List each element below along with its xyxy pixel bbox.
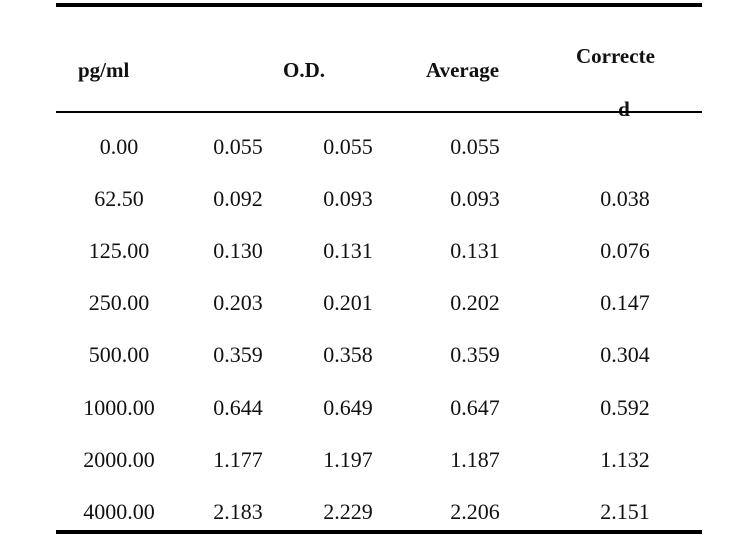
table-row: 4000.00 2.183 2.229 2.206 2.151 [0, 499, 750, 529]
cell-corrected: 0.304 [600, 342, 650, 367]
top-rule [56, 3, 702, 7]
cell-average: 1.187 [450, 447, 500, 472]
cell-concentration: 2000.00 [83, 447, 155, 472]
cell-average: 0.131 [450, 238, 500, 263]
table-row: 62.50 0.092 0.093 0.093 0.038 [0, 186, 750, 216]
cell-concentration: 62.50 [94, 186, 144, 211]
bottom-rule [56, 530, 702, 534]
cell-od-2: 0.131 [323, 238, 373, 263]
cell-concentration: 500.00 [88, 342, 150, 367]
cell-average: 0.359 [450, 342, 500, 367]
cell-corrected: 1.132 [600, 447, 650, 472]
cell-od-2: 0.093 [323, 186, 373, 211]
cell-concentration: 1000.00 [83, 395, 155, 420]
cell-corrected: 0.076 [600, 238, 650, 263]
header-concentration: pg/ml [78, 58, 130, 82]
table-row: 125.00 0.130 0.131 0.131 0.076 [0, 238, 750, 268]
header-corrected: Correcte d [576, 30, 676, 136]
cell-average: 0.647 [450, 395, 500, 420]
cell-corrected: 0.592 [600, 395, 650, 420]
cell-average: 0.055 [450, 134, 500, 159]
table-row: 0.00 0.055 0.055 0.055 [0, 134, 750, 164]
table-row: 500.00 0.359 0.358 0.359 0.304 [0, 342, 750, 372]
cell-average: 0.093 [450, 186, 500, 211]
cell-od-1: 0.359 [213, 342, 263, 367]
cell-average: 2.206 [450, 499, 500, 524]
cell-od-1: 0.092 [213, 186, 263, 211]
cell-od-1: 2.183 [213, 499, 263, 524]
header-corrected-line2: d [618, 97, 630, 121]
cell-od-1: 0.644 [213, 395, 263, 420]
table-row: 2000.00 1.177 1.197 1.187 1.132 [0, 447, 750, 477]
cell-od-2: 0.055 [323, 134, 373, 159]
cell-average: 0.202 [450, 290, 500, 315]
cell-od-1: 0.130 [213, 238, 263, 263]
cell-od-2: 0.358 [323, 342, 373, 367]
cell-od-1: 1.177 [213, 447, 263, 472]
table-row: 1000.00 0.644 0.649 0.647 0.592 [0, 395, 750, 425]
cell-concentration: 125.00 [88, 238, 150, 263]
cell-od-2: 2.229 [323, 499, 373, 524]
header-corrected-line1: Correcte [576, 44, 655, 68]
cell-od-1: 0.203 [213, 290, 263, 315]
cell-corrected: 0.147 [600, 290, 650, 315]
header-average: Average [426, 58, 500, 82]
header-od: O.D. [283, 58, 325, 82]
cell-od-2: 1.197 [323, 447, 373, 472]
cell-corrected: 0.038 [600, 186, 650, 211]
cell-od-1: 0.055 [213, 134, 263, 159]
cell-corrected: 2.151 [600, 499, 650, 524]
cell-concentration: 4000.00 [83, 499, 155, 524]
cell-od-2: 0.201 [323, 290, 373, 315]
header-rule [56, 111, 702, 113]
cell-concentration: 250.00 [88, 290, 150, 315]
table-row: 250.00 0.203 0.201 0.202 0.147 [0, 290, 750, 320]
cell-concentration: 0.00 [99, 134, 139, 159]
cell-od-2: 0.649 [323, 395, 373, 420]
